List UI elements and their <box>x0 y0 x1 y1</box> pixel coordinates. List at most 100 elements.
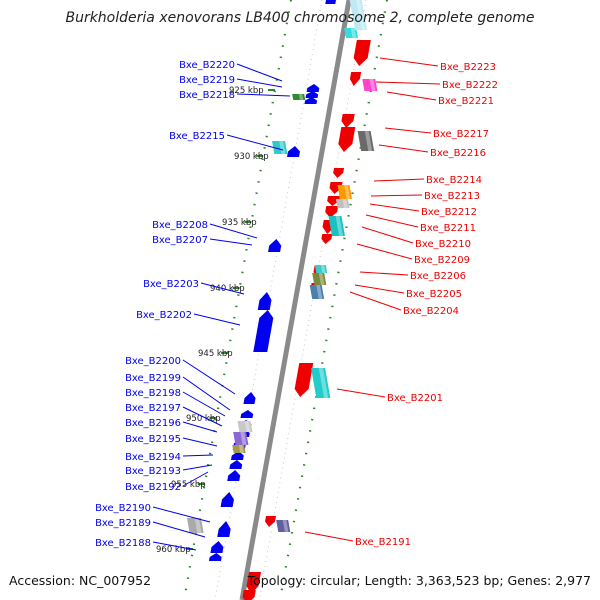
forward-gene-16 <box>220 492 234 507</box>
right-gene-label: Bxe_B2210 <box>415 239 471 250</box>
feature-box-15-body <box>232 445 246 453</box>
topology-label: Topology: circular; Length: 3,363,523 bp… <box>247 573 591 588</box>
left-gene-label: Bxe_B2189 <box>95 518 151 529</box>
right-gene-label: Bxe_B2201 <box>387 393 443 404</box>
left-gene-label: Bxe_B2219 <box>179 75 235 86</box>
feature-box-4 <box>357 131 375 151</box>
feature-box-7-body <box>335 199 350 208</box>
left-gene-labels: Bxe_B2220 Bxe_B2219 Bxe_B2218 Bxe_B2215 Bxe_… <box>95 60 291 551</box>
forward-gene-8 <box>243 392 256 404</box>
reverse-gene-6 <box>327 196 341 206</box>
reverse-gene-13 <box>265 516 276 527</box>
left-gene-label: Bxe_B2194 <box>125 452 181 463</box>
left-connector-3 <box>226 134 284 151</box>
left-connector-0 <box>236 63 283 82</box>
forward-gene-19 <box>208 553 222 561</box>
left-gene-label: Bxe_B2193 <box>125 466 181 477</box>
left-connector-12 <box>182 421 218 433</box>
right-gene-label: Bxe_B2191 <box>355 537 411 548</box>
scale-label: 945 kbp <box>198 349 233 359</box>
right-gene-label: Bxe_B2216 <box>430 148 486 159</box>
scale-label: 960 kbp <box>156 545 191 555</box>
feature-box-16-shine <box>194 518 202 533</box>
forward-gene-17 <box>217 521 231 537</box>
right-gene-label: Bxe_B2221 <box>438 96 494 107</box>
left-gene-label: Bxe_B2202 <box>136 310 192 321</box>
left-gene-label: Bxe_B2190 <box>95 503 151 514</box>
left-gene-label: Bxe_B2197 <box>125 403 181 414</box>
right-connector-12 <box>354 284 405 294</box>
left-connector-11 <box>182 406 223 427</box>
reverse-gene-9 <box>321 234 333 244</box>
feature-box-0-shine <box>350 28 357 38</box>
right-connector-11 <box>359 271 409 276</box>
reverse-gene-0 <box>353 40 371 66</box>
feature-box-13-body <box>237 421 253 432</box>
feature-box-12 <box>311 368 331 398</box>
left-gene-label: Bxe_B2196 <box>125 418 181 429</box>
feature-box-17-shine <box>282 520 289 532</box>
right-connector-7 <box>369 203 420 212</box>
left-connector-1 <box>236 78 283 88</box>
feature-box-7 <box>335 199 350 208</box>
left-gene-label: Bxe_B2207 <box>152 235 208 246</box>
reverse-gene-3 <box>338 127 356 152</box>
right-connector-5 <box>373 178 425 182</box>
forward-gene-15 <box>227 470 241 481</box>
feature-box-0-body <box>344 28 358 38</box>
forward-gene-18 <box>210 541 224 553</box>
reverse-gene-1 <box>349 72 362 86</box>
feature-box-9-body <box>314 265 328 273</box>
forward-gene-7 <box>253 310 274 352</box>
scale-label: 955 kbp <box>171 480 206 490</box>
right-connector-15 <box>304 531 354 542</box>
forward-gene-14 <box>229 460 243 469</box>
feature-box-2-shine <box>369 79 376 91</box>
left-connector-10 <box>182 391 226 417</box>
feature-box-1-body <box>349 0 367 30</box>
feature-box-5-shine <box>279 141 286 154</box>
feature-box-8-body <box>328 216 345 236</box>
right-gene-labels: Bxe_B2223 Bxe_B2222 Bxe_B2221 Bxe_B2217 Bxe_… <box>304 57 498 548</box>
feature-box-8-shine <box>335 216 344 236</box>
feature-box-15-shine <box>238 445 244 453</box>
right-gene-label: Bxe_B2213 <box>424 191 480 202</box>
left-gene-label: Bxe_B2199 <box>125 373 181 384</box>
feature-box-11 <box>309 285 325 299</box>
right-gene-label: Bxe_B2217 <box>433 129 489 140</box>
feature-box-16-body <box>186 518 204 533</box>
feature-box-16 <box>186 518 204 533</box>
feature-box-14-shine <box>240 432 247 445</box>
right-connector-2 <box>386 91 437 101</box>
right-connector-6 <box>370 194 423 197</box>
forward-gene-2 <box>305 91 319 98</box>
feature-box-13-shine <box>244 421 251 432</box>
left-gene-label: Bxe_B2218 <box>179 90 235 101</box>
scale-label: 935 kbp <box>222 218 257 228</box>
feature-box-4-body <box>357 131 375 151</box>
feature-box-5-body <box>272 141 288 154</box>
left-connector-17 <box>152 506 211 523</box>
right-gene-label: Bxe_B2223 <box>440 62 496 73</box>
feature-box-4-shine <box>364 131 373 151</box>
left-connector-4 <box>209 223 258 239</box>
feature-box-9 <box>314 265 328 273</box>
reverse-gene-14 <box>246 572 262 594</box>
left-gene-label: Bxe_B2195 <box>125 434 181 445</box>
feature-box-3 <box>292 94 306 100</box>
right-connector-1 <box>375 81 441 85</box>
feature-box-3-body <box>292 94 306 100</box>
right-connector-8 <box>365 214 419 228</box>
feature-box-17 <box>276 520 291 532</box>
forward-gene-3 <box>304 97 318 104</box>
feature-box-12-shine <box>318 368 329 398</box>
map-title: Burkholderia xenovorans LB400 chromosome… <box>65 10 535 26</box>
reverse-gene-2 <box>341 114 355 128</box>
left-connector-7 <box>193 313 241 326</box>
feature-box-5 <box>272 141 288 154</box>
feature-box-10 <box>312 273 327 285</box>
right-connector-4 <box>378 144 429 153</box>
feature-box-6-shine <box>344 185 351 199</box>
feature-box-6-body <box>337 185 353 199</box>
